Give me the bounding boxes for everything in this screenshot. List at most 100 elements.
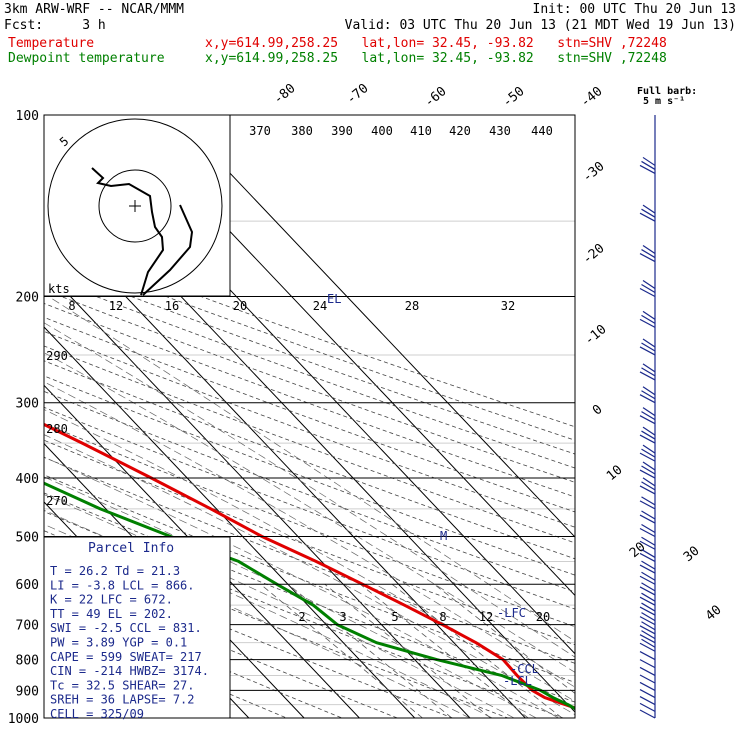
- isotherm-line: [44, 268, 471, 718]
- wind-barb: [639, 596, 656, 606]
- hodograph-speed-label: 8: [68, 299, 75, 313]
- plot-frame: [43, 114, 576, 719]
- wind-barb: [641, 510, 656, 520]
- mixing-ratio-line: [359, 583, 529, 718]
- wind-barb: [642, 461, 656, 471]
- pressure-label: 700: [16, 619, 39, 634]
- wind-barb: [641, 314, 656, 324]
- isotherm-line: [44, 326, 416, 718]
- wind-barb: [639, 253, 656, 263]
- wind-barb: [641, 208, 656, 218]
- wind-barb: [642, 444, 656, 454]
- dry-adiabat-line: [44, 492, 575, 703]
- init-time: Init: 00 UTC Thu 20 Jun 13: [532, 2, 737, 17]
- wind-barb: [642, 477, 656, 487]
- isotherm-label: -50: [500, 84, 528, 111]
- wind-barb: [641, 523, 656, 533]
- theta-label: 290: [46, 349, 68, 363]
- wind-barb: [639, 527, 656, 538]
- hodograph-trace: [91, 167, 165, 296]
- wind-barb: [641, 612, 656, 622]
- parcel-info-row: Tc = 32.5 SHEAR= 27.: [50, 678, 195, 692]
- theta-label: 390: [331, 124, 353, 138]
- mixing-ratio-label: 3: [339, 610, 346, 624]
- dry-adiabat-line: [44, 360, 575, 560]
- dry-adiabat-line: [44, 591, 344, 718]
- theta-label: 400: [371, 124, 393, 138]
- wind-barb: [639, 642, 656, 652]
- isotherm-label: -20: [580, 241, 608, 268]
- wind-barb: [641, 536, 656, 546]
- mixing-ratio-line: [287, 583, 453, 718]
- dry-adiabat-line: [44, 439, 575, 646]
- theta-label: 380: [291, 124, 313, 138]
- wind-barb: [639, 434, 656, 444]
- wind-barb: [641, 342, 656, 352]
- wind-barb: [641, 249, 656, 259]
- hodograph-speed-label: 24: [313, 299, 327, 313]
- parcel-info-row: K = 22 LFC = 672.: [50, 593, 173, 607]
- hodograph-speed-label: 20: [233, 299, 247, 313]
- wind-barb: [639, 651, 656, 661]
- wind-barb: [639, 371, 656, 381]
- wind-barb: [639, 709, 656, 719]
- wind-barb: [641, 481, 656, 491]
- parcel-info-row: SREH = 36 LAPSE= 7.2: [50, 693, 195, 707]
- wind-barb: [642, 338, 656, 348]
- wind-barb: [639, 689, 656, 699]
- wind-barb: [642, 426, 656, 436]
- wind-barb: [641, 367, 656, 377]
- wind-barb: [641, 548, 656, 558]
- wind-barb: [641, 560, 656, 570]
- parcel-info-row: PW = 3.89 YGP = 0.1: [50, 636, 187, 650]
- wind-barb: [639, 681, 656, 691]
- pressure-label: 100: [16, 109, 39, 124]
- wind-barb: [641, 630, 656, 640]
- wind-barb: [639, 616, 656, 626]
- pressure-label: 400: [16, 472, 39, 487]
- wind-barb: [639, 287, 656, 298]
- dry-adiabat-line: [44, 250, 575, 441]
- hodograph-speed-label: 32: [501, 299, 515, 313]
- wind-barb: [639, 500, 656, 510]
- isotherm-label: -60: [422, 84, 450, 111]
- wind-barb: [641, 430, 656, 440]
- level-marker-label: -LFC: [497, 606, 526, 620]
- pressure-label: 600: [16, 578, 39, 593]
- mixing-ratio-label: 5: [391, 610, 398, 624]
- wind-barb: [639, 164, 656, 174]
- mixing-ratio-line: [391, 583, 563, 718]
- wind-barb: [642, 386, 656, 396]
- wind-barb: [639, 625, 656, 635]
- dry-adiabat-line: [44, 276, 575, 469]
- mixing-ratio-line: [324, 583, 491, 718]
- wind-barb: [639, 394, 656, 404]
- isotherm-label: 30: [681, 544, 703, 566]
- level-marker-label: -CCL: [510, 662, 539, 676]
- dewpoint-location: x,y=614.99,258.25 lat,lon= 32.45, -93.82…: [205, 51, 667, 66]
- wind-barb: [641, 592, 656, 602]
- wind-barb: [642, 156, 656, 166]
- wind-barb: [641, 621, 656, 631]
- isotherm-label: 10: [604, 463, 626, 485]
- wind-barb: [641, 582, 656, 592]
- isotherm-line: [174, 115, 575, 538]
- wind-barb: [642, 204, 656, 214]
- level-marker-label: EL: [327, 292, 341, 306]
- parcel-info-row: T = 26.2 Td = 21.3: [50, 564, 180, 578]
- wind-barb: [639, 485, 656, 495]
- wind-barb: [642, 280, 656, 290]
- hodograph-ring: [47, 118, 223, 294]
- dry-adiabat-line: [44, 406, 575, 610]
- theta-label: 440: [531, 124, 553, 138]
- hodograph-speed-label: 16: [165, 299, 179, 313]
- header: 3km ARW-WRF -- NCAR/MMM Init: 00 UTC Thu…: [0, 0, 740, 70]
- dry-adiabat-line: [44, 331, 575, 528]
- wind-barb: [641, 602, 656, 612]
- wind-barb: [641, 390, 656, 400]
- wind-barb: [642, 407, 656, 417]
- temperature-profile: [44, 422, 575, 710]
- wind-barb: [642, 245, 656, 255]
- wind-barb: [639, 674, 656, 684]
